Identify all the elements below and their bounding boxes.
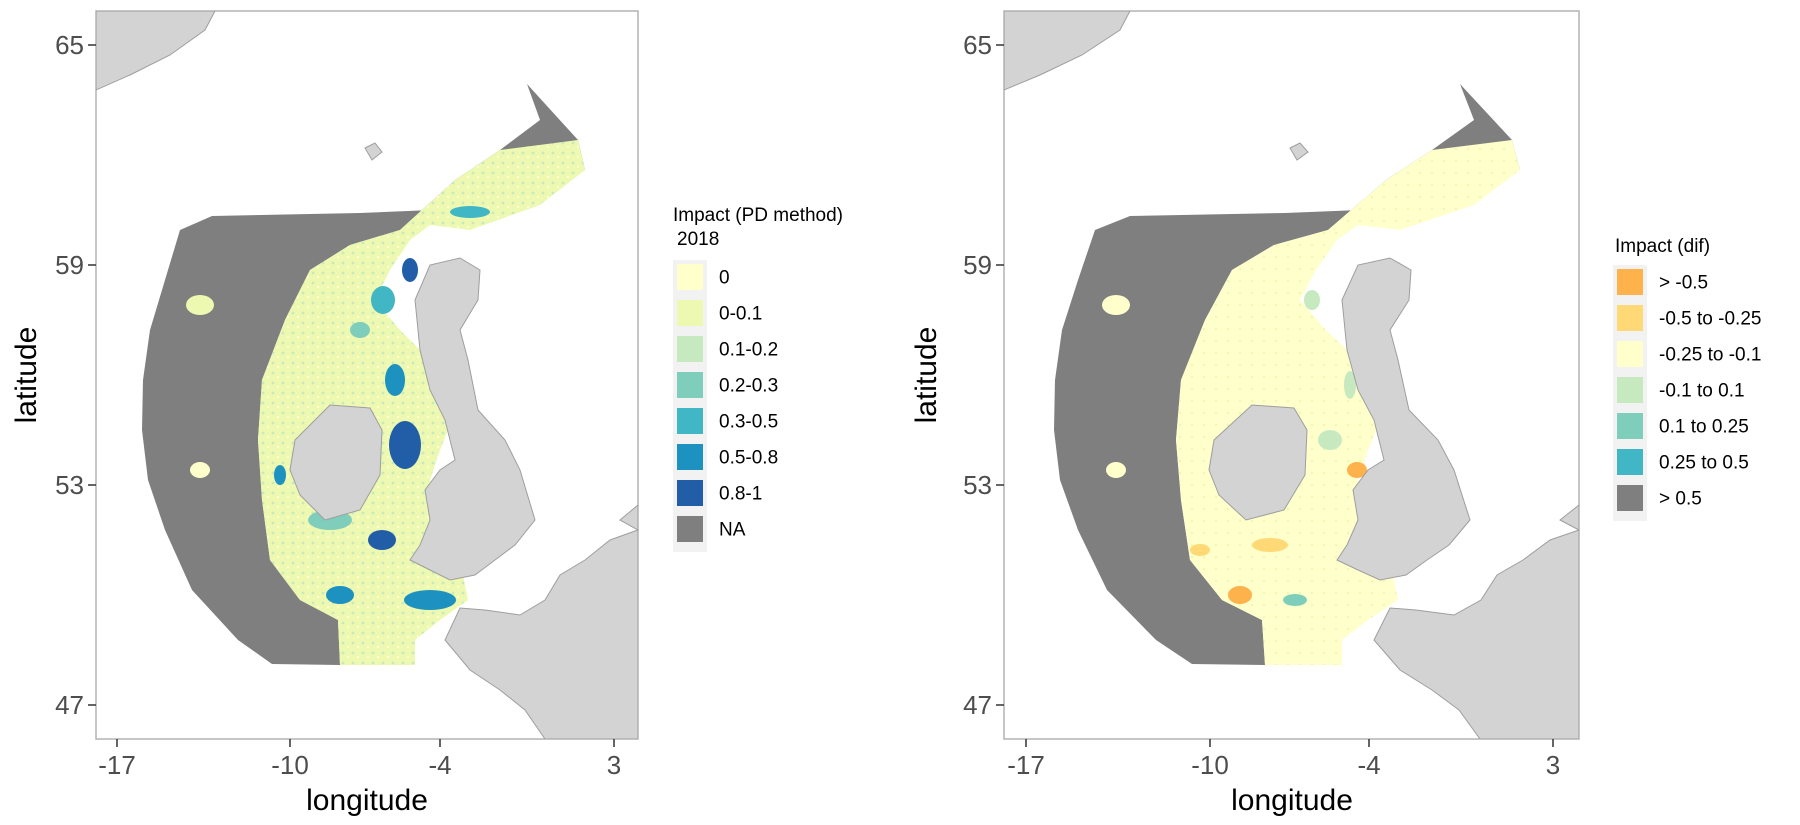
y-tick-label: 47 [55,690,84,720]
legend-label: 0.3-0.5 [719,412,778,433]
y-tick-label: 59 [963,250,992,280]
legend-label: 0.25 to 0.5 [1659,453,1749,474]
x-tick-label: -4 [1357,750,1380,780]
legend-label: -0.5 to -0.25 [1659,309,1761,330]
legend: Impact (dif) > -0.5 -0.5 to -0.25 -0.25 to… [1613,236,1761,521]
legend-swatch [1617,269,1643,295]
legend-label: > 0.5 [1659,489,1702,510]
legend-title: Impact (dif) [1615,236,1710,257]
x-tick-label: -4 [428,750,451,780]
y-axis-title: latitude [10,327,43,424]
legend-label: -0.25 to -0.1 [1659,345,1761,366]
impact-map-panel: 65 59 53 47 -17 -10 -4 3 longitude latit… [10,10,843,817]
y-axis: 65 59 53 47 [55,30,96,720]
legend-label: 0.5-0.8 [719,448,778,469]
legend-swatch [1617,341,1643,367]
x-axis-title: longitude [306,784,428,817]
legend-swatch [677,444,703,470]
y-tick-label: 53 [55,470,84,500]
legend-swatch [677,408,703,434]
legend-swatch [677,516,703,542]
y-tick-label: 53 [963,470,992,500]
y-axis-title: latitude [910,327,943,424]
legend-subtitle: 2018 [677,229,719,250]
x-axis: -17 -10 -4 3 [98,739,621,780]
shelf-difference-region [1176,140,1520,665]
legend-swatch [1617,449,1643,475]
y-tick-label: 65 [55,30,84,60]
legend-label: 0.2-0.3 [719,376,778,397]
x-tick-label: -10 [271,750,309,780]
y-tick-label: 47 [963,690,992,720]
y-tick-label: 59 [55,250,84,280]
legend-swatch [677,264,703,290]
legend-label: > -0.5 [1659,273,1708,294]
legend-label: 0-0.1 [719,304,762,325]
x-tick-label: -17 [98,750,136,780]
na-region [1054,84,1520,665]
x-axis: -17 -10 -4 3 [1007,739,1560,780]
x-tick-label: -17 [1007,750,1045,780]
legend-label: 0.1-0.2 [719,340,778,361]
legend: Impact (PD method) 2018 0 0-0.1 0.1-0.2 0.2… [673,205,843,552]
impact-difference-map-panel: 65 59 53 47 -17 -10 -4 3 longitude latit… [910,10,1761,817]
legend-swatch [677,336,703,362]
x-axis-title: longitude [1231,784,1353,817]
legend-label: 0.8-1 [719,484,762,505]
x-tick-label: 3 [1546,750,1560,780]
legend-swatch [677,480,703,506]
legend-swatch [677,372,703,398]
legend-title: Impact (PD method) [673,205,843,226]
x-tick-label: 3 [607,750,621,780]
legend-label: -0.1 to 0.1 [1659,381,1745,402]
legend-swatch [677,300,703,326]
legend-label: 0.1 to 0.25 [1659,417,1749,438]
land-masses [96,11,638,739]
land-masses [1004,11,1579,739]
legend-label: 0 [719,268,730,289]
y-tick-label: 65 [963,30,992,60]
legend-swatch [1617,377,1643,403]
legend-swatch [1617,413,1643,439]
legend-label: NA [719,520,746,541]
legend-swatch [1617,305,1643,331]
shelf-impact-region [258,140,585,665]
na-region [142,84,585,665]
x-tick-label: -10 [1191,750,1229,780]
legend-swatch [1617,485,1643,511]
y-axis: 65 59 53 47 [963,30,1004,720]
